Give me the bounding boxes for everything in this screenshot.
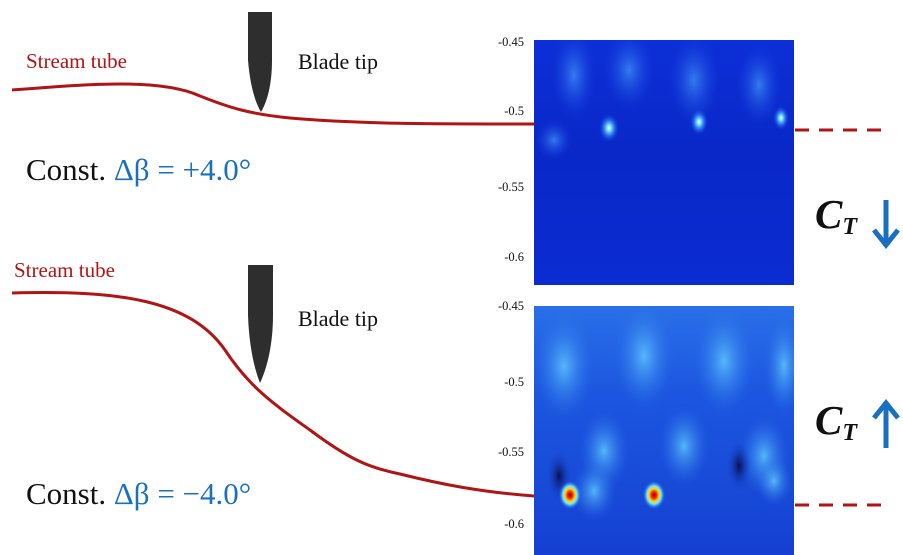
top-stream-tube-label: Stream tube (26, 49, 127, 73)
top-ytick-060: -0.6 (504, 250, 524, 264)
bottom-contour-plot (534, 306, 794, 555)
top-ytick-050: -0.5 (504, 104, 524, 118)
bottom-blade-tip-icon (248, 265, 273, 383)
ct-increase-arrow-icon (872, 398, 900, 448)
bottom-ytick-050: -0.5 (504, 375, 524, 389)
top-const-math: Δβ = +4.0° (113, 152, 252, 187)
top-contour-plot (534, 40, 794, 285)
top-stream-tube-curve (11, 82, 535, 126)
top-ytick-045: -0.45 (497, 35, 524, 49)
bottom-ytick-055: -0.55 (497, 445, 524, 459)
bottom-ytick-045: -0.45 (497, 299, 524, 313)
top-const-prefix: Const. (26, 152, 107, 187)
bottom-ytick-060: -0.6 (504, 517, 524, 531)
bottom-stream-tube-curve (11, 291, 535, 498)
top-ct-label: CT (815, 191, 858, 240)
bottom-const-prefix: Const. (26, 476, 107, 511)
bottom-const-label: Const. Δβ = −4.0° (26, 476, 251, 512)
top-blade-tip-icon (248, 12, 272, 112)
top-blade-tip-label: Blade tip (298, 49, 379, 74)
ct-decrease-arrow-icon (872, 200, 900, 250)
bottom-blade-tip-label: Blade tip (298, 306, 379, 331)
bottom-const-math: Δβ = −4.0° (113, 476, 252, 511)
top-const-label: Const. Δβ = +4.0° (26, 152, 251, 188)
bottom-ct-label: CT (815, 397, 858, 446)
bottom-stream-tube-label: Stream tube (14, 258, 115, 282)
top-ytick-055: -0.55 (497, 180, 524, 194)
